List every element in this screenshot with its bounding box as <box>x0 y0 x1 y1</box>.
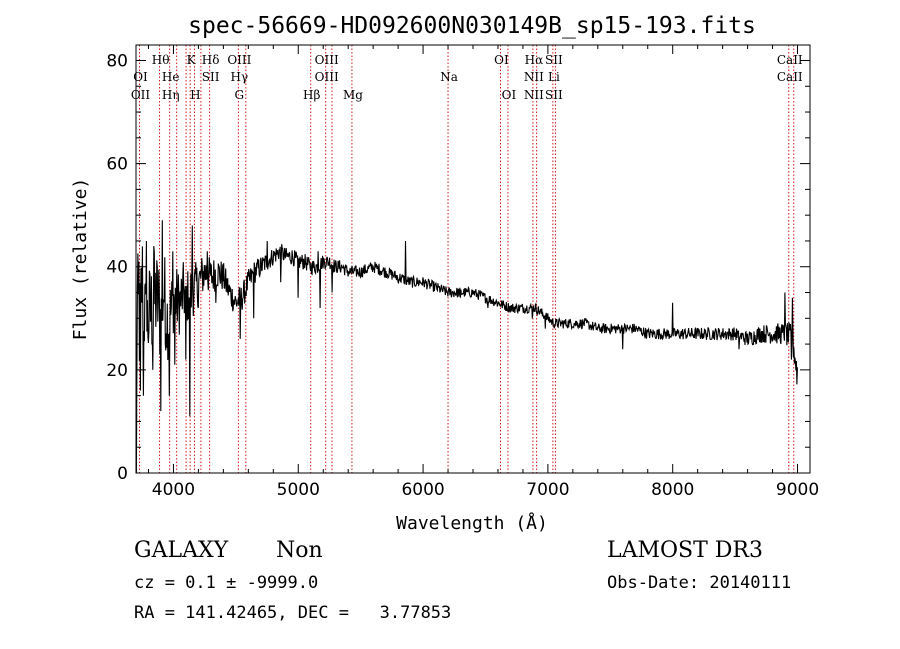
line-marker-label: Na <box>440 70 458 84</box>
y-tick-label: 80 <box>106 51 128 71</box>
line-marker-label: OIII <box>315 70 339 84</box>
x-tick-label: 8000 <box>651 480 694 500</box>
line-marker-label: G <box>235 88 245 102</box>
spectrum-series-line <box>135 220 798 474</box>
emission-line-markers <box>139 45 795 473</box>
x-tick-label: 6000 <box>401 480 444 500</box>
class-label: GALAXY <box>134 538 229 563</box>
line-marker-label: CaII <box>777 53 803 67</box>
y-tick-label: 20 <box>106 361 128 381</box>
x-axis-ticks: 4000 5000 6000 7000 8000 9000 <box>147 45 819 500</box>
line-marker-label: OIII <box>227 53 251 67</box>
subclass-label: Non <box>276 538 323 563</box>
line-marker-label: NII <box>524 88 544 102</box>
survey-label: LAMOST DR3 <box>607 538 763 563</box>
redshift-line: cz = 0.1 ± -9999.0 <box>134 573 319 593</box>
line-marker-label: SII <box>545 53 563 67</box>
line-marker-label: SII <box>202 70 220 84</box>
line-marker-label: OI <box>133 70 148 84</box>
line-marker-label: NII <box>524 70 544 84</box>
line-marker-label: Hδ <box>202 53 220 67</box>
y-tick-label: 40 <box>106 258 128 278</box>
x-tick-label: 4000 <box>152 480 195 500</box>
line-marker-label: K <box>187 53 197 67</box>
line-marker-label: Hα <box>525 53 544 67</box>
x-tick-label: 5000 <box>277 480 320 500</box>
x-axis-label: Wavelength (Å) <box>396 512 548 534</box>
plot-frame <box>135 44 811 474</box>
chart-title: spec-56669-HD092600N030149B_sp15-193.fit… <box>188 13 756 39</box>
y-tick-label: 0 <box>117 464 128 484</box>
coordinates-line: RA = 141.42465, DEC = 3.77853 <box>134 603 452 623</box>
y-axis-label: Flux (relative) <box>70 178 91 341</box>
line-marker-label: CaII <box>777 70 803 84</box>
line-marker-label: Hγ <box>231 70 249 84</box>
line-marker-label: OII <box>131 88 151 102</box>
y-tick-label: 60 <box>106 155 128 175</box>
line-marker-label: Mg <box>343 88 363 102</box>
line-marker-label: OI <box>494 53 509 67</box>
line-marker-label: OI <box>502 88 517 102</box>
x-tick-label: 9000 <box>776 480 819 500</box>
line-marker-label: Hθ <box>152 53 170 67</box>
line-marker-label: He <box>162 70 180 84</box>
line-marker-label: H <box>190 88 200 102</box>
y-axis-ticks: 0 20 40 60 80 <box>106 51 810 484</box>
line-marker-label: Li <box>548 70 560 84</box>
line-marker-label: Hη <box>162 88 180 102</box>
x-tick-label: 7000 <box>526 480 569 500</box>
line-marker-label: SII <box>545 88 563 102</box>
emission-line-labels: OI OII Hθ He Hη K H Hδ SII OIII Hγ G Hβ OIII OIII Mg Na O… <box>131 53 803 102</box>
line-marker-label: Hβ <box>303 88 320 102</box>
obs-date-line: Obs-Date: 20140111 <box>607 573 792 593</box>
line-marker-label: OIII <box>315 53 339 67</box>
